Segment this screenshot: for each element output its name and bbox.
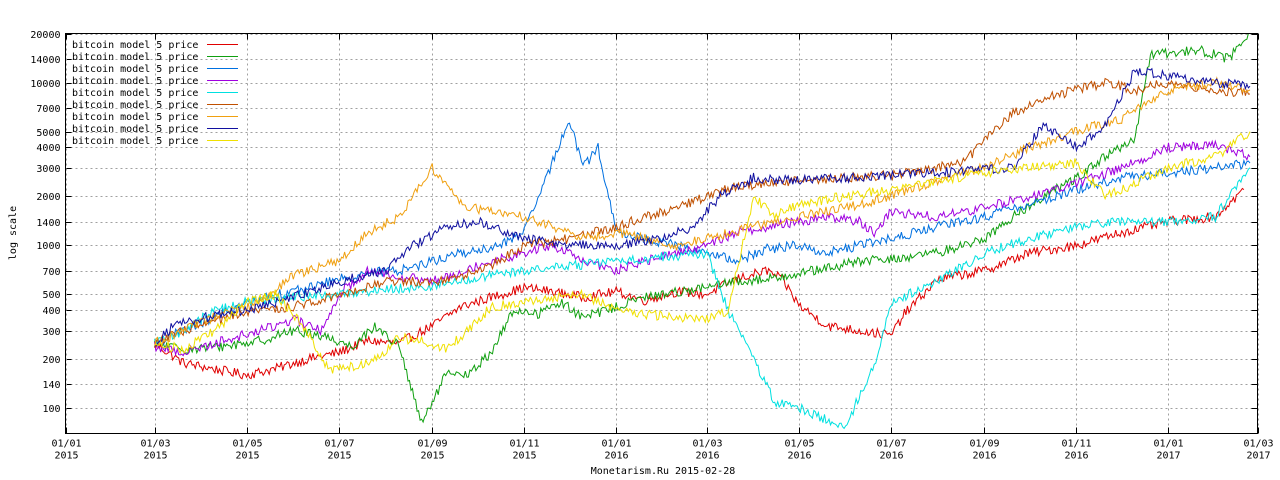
y-tick-label: 3000 (36, 164, 60, 175)
x-tick-label-year: 2016 (1064, 451, 1088, 462)
x-tick-label-year: 2015 (143, 451, 167, 462)
series-layer (154, 33, 1251, 430)
x-tick-label-year: 2015 (235, 451, 259, 462)
legend-entry-label: bitcoin model 5 price (72, 124, 198, 135)
x-tick-label-year: 2016 (879, 451, 903, 462)
x-tick-label-year: 2017 (1246, 451, 1270, 462)
series-line-9 (154, 131, 1251, 374)
legend-entry-label: bitcoin model 5 price (72, 112, 198, 123)
y-tick-label: 14000 (30, 55, 60, 66)
x-tick-label: 01/07 (876, 439, 906, 450)
legend-entry-label: bitcoin model 5 price (72, 136, 198, 147)
x-tick-labels: 01/01201501/03201501/05201501/07201501/0… (51, 439, 1273, 462)
x-tick-label: 01/03 (140, 439, 170, 450)
x-tick-label: 01/05 (784, 439, 814, 450)
legend-entry-label: bitcoin model 5 price (72, 88, 198, 99)
legend-entry-label: bitcoin model 5 price (72, 100, 198, 111)
y-tick-label: 400 (42, 306, 60, 317)
x-tick-label: 01/09 (417, 439, 447, 450)
series-line-7 (154, 76, 1251, 348)
x-tick-label: 01/11 (1061, 439, 1091, 450)
plot-area (65, 33, 1258, 434)
x-tick-label: 01/03 (1243, 439, 1273, 450)
y-tick-label: 100 (42, 404, 60, 415)
x-tick-label-year: 2016 (695, 451, 719, 462)
x-tick-label: 01/01 (51, 439, 81, 450)
y-tick-label: 200 (42, 355, 60, 366)
series-line-4 (154, 139, 1251, 357)
y-tick-label: 140 (42, 380, 60, 391)
y-tick-label: 5000 (36, 128, 60, 139)
legend-entry-label: bitcoin model 5 price (72, 64, 198, 75)
x-tick-label: 01/03 (692, 439, 722, 450)
series-line-3 (154, 122, 1251, 348)
x-axis-label: Monetarism.Ru 2015-02-28 (591, 466, 736, 477)
x-tick-label: 01/05 (232, 439, 262, 450)
y-tick-label: 7000 (36, 104, 60, 115)
y-tick-label: 1000 (36, 241, 60, 252)
legend-entry-label: bitcoin model 5 price (72, 52, 198, 63)
grid-lines (65, 33, 1259, 434)
x-tick-label: 01/01 (1153, 439, 1183, 450)
y-tick-label: 2000 (36, 192, 60, 203)
series-line-8 (154, 67, 1251, 347)
x-tick-label: 01/09 (969, 439, 999, 450)
y-tick-label: 20000 (30, 30, 60, 41)
series-line-6 (154, 77, 1251, 348)
series-line-1 (154, 187, 1245, 380)
y-tick-label: 4000 (36, 143, 60, 154)
x-tick-label: 01/11 (509, 439, 539, 450)
x-tick-label-year: 2016 (972, 451, 996, 462)
x-tick-label-year: 2015 (327, 451, 351, 462)
y-axis-label: log scale (8, 206, 19, 260)
y-tick-label: 10000 (30, 79, 60, 90)
x-tick-label: 01/07 (324, 439, 354, 450)
x-tick-label-year: 2015 (420, 451, 444, 462)
x-tick-label-year: 2015 (512, 451, 536, 462)
plot-frame (65, 33, 1258, 434)
x-tick-label-year: 2015 (54, 451, 78, 462)
y-tick-label: 300 (42, 327, 60, 338)
y-tick-label: 1400 (36, 218, 60, 229)
y-tick-labels: 100 140 200 300 400 500 700 1000 1400 2000 3000 400… (30, 30, 60, 415)
x-tick-label-year: 2016 (787, 451, 811, 462)
x-tick-label: 01/01 (601, 439, 631, 450)
y-tick-label: 700 (42, 267, 60, 278)
series-line-5 (154, 167, 1251, 430)
legend-entry-label: bitcoin model 5 price (72, 40, 198, 51)
x-tick-label-year: 2017 (1156, 451, 1180, 462)
x-tick-label-year: 2016 (604, 451, 628, 462)
legend-entry-label: bitcoin model 5 price (72, 76, 198, 87)
y-tick-label: 500 (42, 290, 60, 301)
